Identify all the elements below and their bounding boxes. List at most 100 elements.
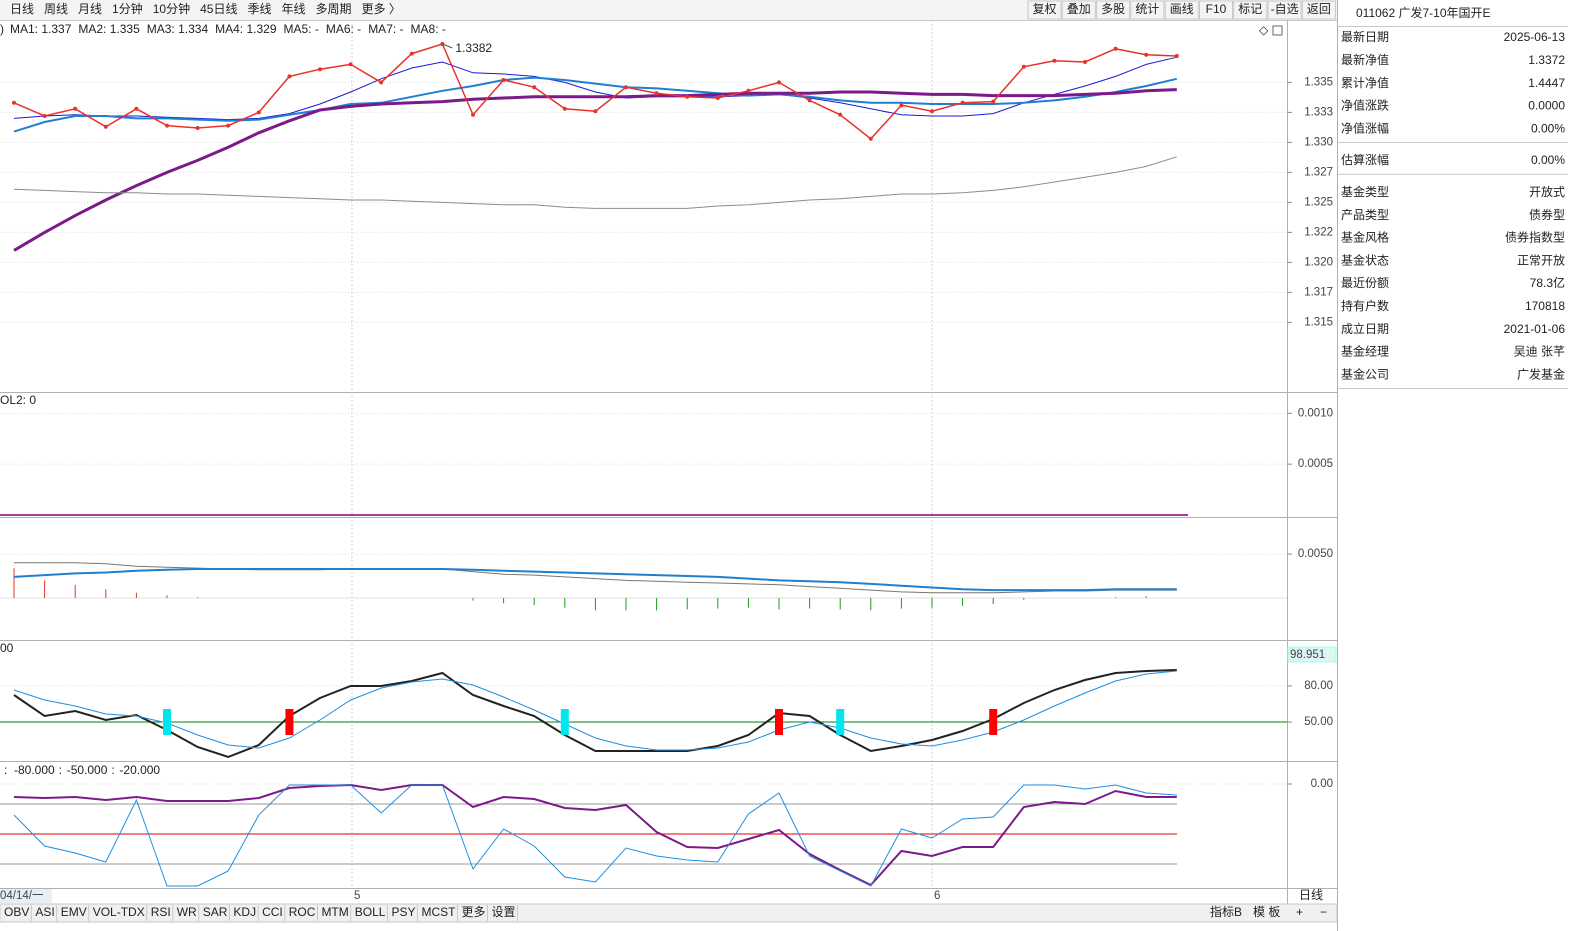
price-point — [471, 112, 475, 117]
toolbar-button[interactable]: 返回 — [1307, 2, 1331, 16]
indicator-tab[interactable]: ASI — [35, 905, 54, 919]
info-label: 累计净值 — [1341, 75, 1389, 90]
toolbar-button-frame — [1267, 0, 1302, 20]
price-point — [73, 106, 78, 111]
info-label: 净值涨幅 — [1341, 120, 1389, 135]
info-value: 2021-01-06 — [1504, 322, 1566, 336]
period-tab[interactable]: 日线 — [10, 2, 34, 16]
y-tick-label: 1.333 — [1304, 106, 1333, 118]
toolbar-button[interactable]: 画线 — [1170, 2, 1194, 16]
toolbar-button[interactable]: 标记 — [1238, 2, 1262, 16]
period-tab[interactable]: 45日线 — [200, 2, 237, 16]
indicator-tab[interactable]: CCI — [262, 905, 283, 919]
signal-bar — [775, 709, 783, 735]
tool-tab[interactable]: + — [1296, 905, 1303, 919]
series-line — [13, 76, 1178, 133]
price-point — [1174, 54, 1179, 58]
info-value: 1.4447 — [1528, 76, 1565, 90]
period-tab[interactable]: 月线 — [78, 2, 102, 16]
period-tab[interactable]: 多周期 — [315, 2, 351, 16]
toolbar-button[interactable]: 叠加 — [1067, 2, 1091, 16]
indicator-tab[interactable]: WR — [177, 905, 197, 919]
y-tick-label: 80.00 — [1304, 680, 1333, 692]
info-value: 吴迪 张芊 — [1514, 345, 1565, 359]
y-tick-label: 1.317 — [1304, 286, 1333, 298]
price-point — [1083, 60, 1087, 64]
indicator-tab[interactable]: 设置 — [491, 905, 515, 919]
period-tab[interactable]: 年线 — [281, 2, 305, 16]
y-tick-label: 0.0010 — [1298, 407, 1333, 419]
info-label: 最近份额 — [1341, 276, 1389, 290]
price-point — [12, 100, 16, 105]
level-label: -50.000 — [67, 763, 108, 777]
info-label: 成立日期 — [1341, 321, 1389, 336]
price-point — [318, 67, 322, 72]
price-point — [593, 109, 598, 114]
tool-tab[interactable]: 模 板 — [1253, 905, 1280, 919]
info-value: 债券指数型 — [1505, 230, 1565, 245]
series-line — [13, 783, 1177, 887]
indicator-tab[interactable]: EMV — [61, 905, 87, 919]
y-tick-label: 1.335 — [1304, 76, 1333, 88]
period-tab[interactable]: 周线 — [44, 2, 68, 16]
indicator-tab[interactable]: KDJ — [233, 905, 256, 919]
price-point — [165, 123, 169, 128]
indicator-tab[interactable]: MCST — [421, 905, 456, 919]
info-label: 估算涨幅 — [1341, 152, 1389, 167]
toolbar-button[interactable]: 复权 — [1032, 2, 1056, 16]
legend-entry: MA6: - — [326, 22, 361, 36]
series-line — [13, 669, 1177, 759]
diamond-icon: ◇ — [1259, 23, 1269, 37]
toolbar-button[interactable]: F10 — [1206, 2, 1227, 16]
info-value: 开放式 — [1529, 184, 1565, 199]
date-highlight — [0, 889, 52, 903]
indicator-tab[interactable]: SAR — [203, 905, 228, 919]
price-point — [960, 100, 965, 105]
tool-tab[interactable]: 指标B — [1210, 904, 1242, 919]
indicator-tab[interactable]: MTM — [321, 905, 348, 919]
info-label: 持有户数 — [1341, 298, 1389, 313]
indicator-tab[interactable]: VOL-TDX — [93, 905, 145, 919]
info-value: 0.00% — [1531, 153, 1565, 167]
price-point — [195, 126, 200, 130]
max-annotation: 1.3382 — [455, 41, 492, 55]
period-tab[interactable]: 更多 〉 — [362, 2, 401, 16]
tool-tab[interactable]: − — [1320, 905, 1327, 919]
price-point — [807, 98, 812, 103]
toolbar-button[interactable]: 多股 — [1101, 2, 1125, 16]
toolbar-button-frame — [1130, 0, 1165, 20]
annotation-leader — [442, 43, 453, 49]
price-point — [134, 106, 139, 111]
info-label: 基金状态 — [1341, 252, 1389, 267]
toolbar-button-frame — [1096, 0, 1131, 20]
signal-bar — [560, 709, 569, 735]
price-point — [1021, 64, 1026, 69]
period-tab[interactable]: 10分钟 — [153, 1, 190, 16]
y-tick-label: 1.330 — [1304, 136, 1333, 148]
info-value: 广发基金 — [1517, 366, 1565, 381]
toolbar-button[interactable]: -自选 — [1271, 2, 1299, 16]
period-tab[interactable]: 季线 — [247, 2, 271, 16]
indicator-tab[interactable]: RSI — [151, 905, 171, 919]
price-point — [562, 106, 567, 111]
price-point — [501, 78, 506, 82]
y-tick-label: 1.322 — [1304, 226, 1333, 238]
price-point — [226, 123, 231, 128]
bottom-tabbar — [0, 903, 1338, 923]
readout-box — [1287, 646, 1337, 663]
toolbar-button[interactable]: 统计 — [1135, 2, 1159, 16]
period-tab[interactable]: 1分钟 — [112, 1, 143, 16]
price-point — [1052, 58, 1057, 63]
price-point — [1113, 46, 1118, 51]
indicator-tab[interactable]: BOLL — [355, 905, 386, 919]
indicator-tab[interactable]: 更多 — [461, 905, 485, 919]
y-tick-label: 0.0005 — [1298, 458, 1333, 470]
indicator-tab[interactable]: ROC — [289, 905, 316, 919]
toolbar-button-frame — [1301, 0, 1336, 20]
indicator-tab[interactable]: OBV — [4, 905, 29, 919]
signal-bar — [836, 709, 845, 735]
indicator-tab[interactable]: PSY — [391, 905, 415, 919]
price-point — [991, 99, 996, 104]
